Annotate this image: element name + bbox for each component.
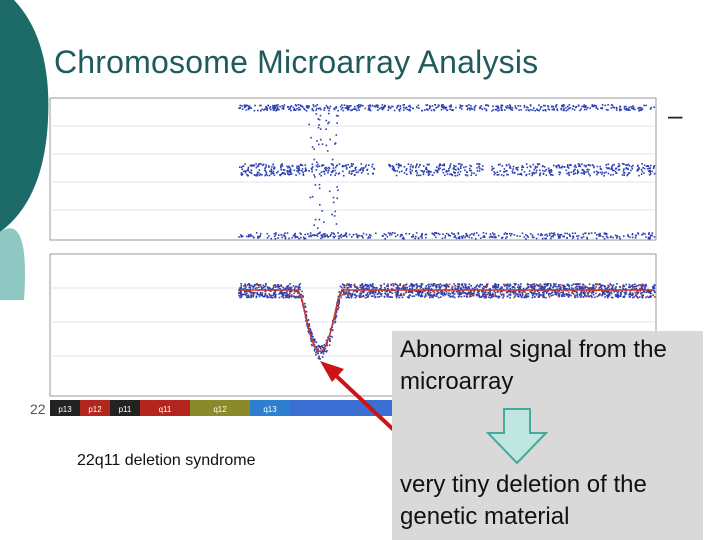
lower-points [238, 283, 656, 360]
ideogram-band-label: p12 [88, 405, 102, 414]
ideogram-band [250, 400, 290, 416]
callout-text-signal: Abnormal signal from the microarray [400, 336, 667, 395]
callout-text-deletion: very tiny deletion of the genetic materi… [400, 471, 647, 530]
ideogram-band-label: p11 [119, 405, 132, 414]
chromosome-ideogram: p13 p12 p11 q11 q12 q13 [50, 400, 410, 416]
ideogram-band [50, 400, 80, 416]
ideogram-band [290, 400, 410, 416]
microarray-plot-image: 22 p13 p12 p11 q11 q12 q13 [30, 97, 657, 417]
dash-mark: – [668, 100, 683, 130]
down-arrow-icon [486, 408, 548, 465]
figure-caption: 22q11 deletion syndrome [77, 452, 256, 469]
log-r-trend-line [238, 289, 654, 353]
upper-panel-frame [49, 97, 657, 241]
upper-points [238, 104, 656, 240]
ideogram-band-label: q12 [213, 405, 227, 414]
ideogram-band [190, 400, 250, 416]
ideogram-band [80, 400, 110, 416]
callout-box: Abnormal signal from the microarray very… [392, 331, 703, 540]
ideogram-band-label: p13 [58, 405, 72, 414]
slide-title: Chromosome Microarray Analysis [54, 44, 539, 80]
chromosome-label: 22 [30, 401, 46, 417]
ideogram-band [140, 400, 190, 416]
ideogram-band-label: q13 [263, 405, 277, 414]
ideogram-band-label: q11 [159, 405, 172, 414]
ideogram-band [110, 400, 140, 416]
decorative-corner-shape [0, 0, 49, 300]
